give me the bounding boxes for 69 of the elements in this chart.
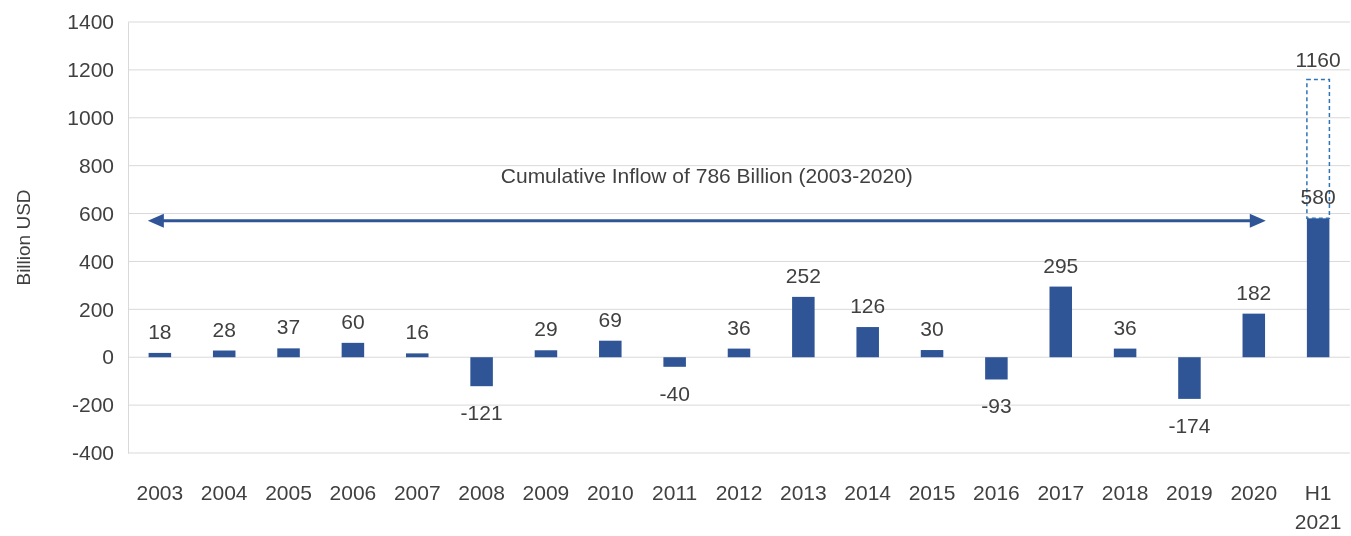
y-tick-label: 1200: [67, 58, 114, 82]
data-label: 30: [920, 317, 944, 341]
x-tick-label: 2017: [1037, 481, 1085, 504]
x-tick-label: 2004: [200, 481, 248, 504]
data-label: -121: [460, 401, 503, 425]
y-tick-label: 0: [102, 345, 114, 369]
x-tick-label: 2016: [973, 481, 1020, 504]
data-label: 182: [1236, 280, 1272, 304]
bar: [1178, 357, 1201, 399]
y-tick-label: 1400: [67, 10, 114, 34]
bar: [277, 348, 300, 358]
total-label: 1160: [1295, 48, 1341, 72]
x-tick-label: 2019: [1166, 481, 1213, 504]
y-tick-label: 400: [78, 249, 114, 273]
x-tick-label: 2018: [1101, 481, 1149, 504]
data-label: 36: [1113, 315, 1137, 339]
x-tick-label: 2013: [779, 481, 827, 504]
y-tick-label: 200: [78, 297, 114, 321]
x-tick-label: 2007: [393, 481, 441, 504]
y-tick-label: 800: [78, 153, 114, 177]
bar: [663, 357, 686, 367]
x-tick-label: 2008: [458, 481, 505, 504]
x-tick-label: 2020: [1230, 481, 1278, 504]
data-label: 16: [405, 320, 429, 344]
x-tick-label: 2012: [715, 481, 763, 504]
bar: [1306, 218, 1330, 358]
bar: [792, 296, 815, 358]
bar: [341, 342, 365, 358]
data-label: 126: [850, 294, 886, 318]
bar: [148, 352, 172, 358]
x-tick-label: 2005: [265, 481, 312, 504]
x-tick-label: 2006: [329, 481, 377, 504]
data-label: 37: [276, 315, 301, 339]
data-label: 18: [148, 319, 172, 343]
data-label: -174: [1168, 413, 1211, 437]
bar: [985, 357, 1008, 380]
bar: [1113, 348, 1137, 358]
annotation: Cumulative Inflow of 786 Billion (2003-2020): [500, 163, 913, 187]
x-tick-label: 2014: [844, 481, 892, 504]
y-tick-label: 1000: [67, 106, 114, 129]
data-label: 36: [727, 315, 751, 339]
bar: [599, 340, 622, 358]
data-label: -93: [981, 394, 1012, 418]
bar: [405, 353, 429, 358]
bar: [856, 327, 879, 358]
bar: [1049, 286, 1073, 358]
data-label: 60: [341, 309, 365, 333]
y-tick-label: -400: [71, 441, 114, 465]
data-label: 28: [212, 317, 236, 341]
x-tick-label: 2011: [652, 481, 698, 504]
bar: [534, 350, 558, 358]
data-label: 580: [1300, 185, 1336, 209]
data-label: 69: [598, 307, 622, 331]
x-tick-label: 2003: [136, 481, 184, 504]
bar: [1242, 313, 1266, 358]
x-tick-label: 2015: [908, 481, 956, 504]
y-axis-title: Billion USD: [13, 189, 34, 286]
x-tick-label: H1 2021: [1294, 481, 1342, 533]
y-tick-label: -200: [71, 393, 114, 417]
bar: [727, 348, 751, 358]
x-tick-label: 2010: [586, 481, 634, 504]
data-label: 29: [534, 317, 558, 341]
data-label: -40: [659, 381, 690, 405]
data-label: 295: [1043, 253, 1079, 277]
bar: [470, 357, 493, 387]
bar: [920, 350, 944, 358]
y-tick-label: 600: [78, 201, 114, 225]
data-label: 252: [785, 263, 821, 287]
x-tick-label: 2009: [522, 481, 570, 504]
